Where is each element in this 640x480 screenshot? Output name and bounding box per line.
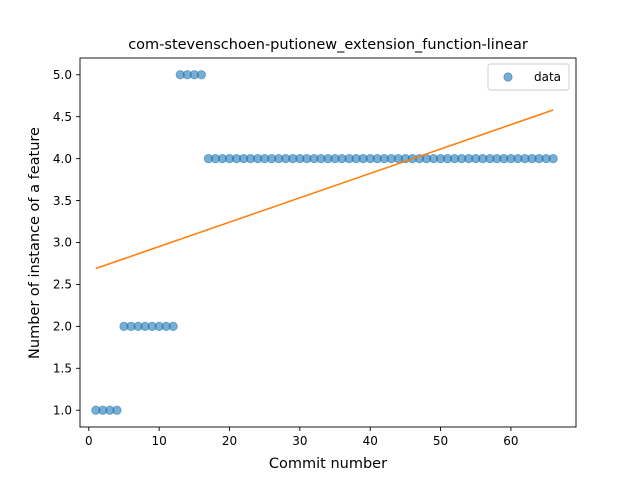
y-tick-label: 3.0 (53, 236, 72, 250)
chart-title: com-stevenschoen-putionew_extension_func… (128, 37, 528, 53)
x-tick-label: 60 (503, 434, 518, 448)
y-axis-label: Number of instance of a feature (27, 127, 43, 359)
scatter-series (91, 70, 558, 415)
data-point (196, 70, 206, 80)
y-tick-label: 3.5 (53, 194, 72, 208)
y-tick-label: 2.5 (53, 278, 72, 292)
y-tick-label: 1.0 (53, 403, 72, 417)
plot-area: 0 10 20 30 40 50 60 1.0 1.5 2.0 2.5 3.0 3.5 4.0 4.5 5.0… (53, 57, 577, 448)
y-tick-label: 2.0 (53, 320, 72, 334)
x-tick-label: 10 (152, 434, 167, 448)
data-point (168, 321, 178, 331)
x-tick-label: 30 (292, 434, 307, 448)
x-axis-label: Commit number (269, 456, 387, 472)
y-tick-label: 1.5 (53, 362, 72, 376)
x-tick-label: 50 (433, 434, 448, 448)
legend: data (487, 63, 570, 91)
fit-line (95, 109, 554, 270)
legend-label: data (534, 70, 561, 84)
data-point (548, 154, 558, 164)
x-tick-label: 20 (222, 434, 237, 448)
y-tick-label: 4.5 (53, 110, 72, 124)
y-tick-label: 4.0 (53, 152, 72, 166)
data-point (112, 405, 122, 415)
y-tick-label: 5.0 (53, 68, 72, 82)
legend-box (487, 63, 570, 91)
x-tick-label: 0 (85, 434, 93, 448)
x-tick-label: 40 (363, 434, 378, 448)
legend-marker (503, 72, 513, 82)
